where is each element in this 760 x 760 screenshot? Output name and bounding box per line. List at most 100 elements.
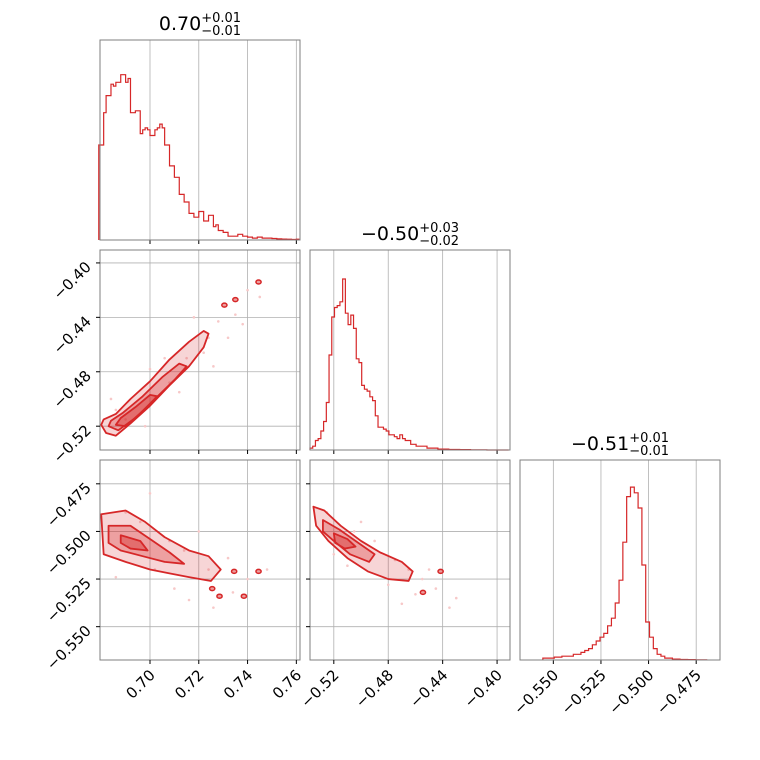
sample-point [197,530,201,533]
title-lower-error: −0.01 [629,444,669,459]
title-upper-error: +0.01 [629,431,669,446]
x-tick-label: −0.500 [605,666,657,718]
panel-frame [519,459,721,661]
sample-point [138,520,142,524]
scatter-panel-3 [306,459,511,664]
contour-level-3 [114,393,159,428]
histogram-panel-1: 0.70+0.01 −0.01 [98,11,301,244]
sample-point [212,606,215,609]
y-tick-label: −0.40 [50,258,95,303]
parameter-title-3: −0.51+0.01 −0.01 [571,431,669,459]
title-value: −0.51 [571,433,629,455]
title-value: 0.70 [159,13,201,35]
scatter-panel-2 [96,459,301,664]
x-tick-label: 0.70 [122,666,158,702]
y-tick-label: −0.525 [43,574,95,626]
histogram-panel-2: −0.50+0.03 −0.02 [309,221,511,454]
parameter-title-1: 0.70+0.01 −0.01 [159,11,241,39]
sample-point [143,424,147,428]
sample-point [182,549,186,552]
sample-point [148,492,152,495]
scatter-panel-1 [96,249,301,454]
contour-island [208,585,216,592]
x-tick-label: −0.40 [461,666,506,711]
contour-island [221,302,228,308]
contour-island [437,568,444,575]
sample-point [163,356,166,360]
panel-frame [99,39,301,241]
sample-point [454,596,458,600]
sample-point [212,365,215,368]
sample-point [427,568,431,571]
sample-point [173,587,176,590]
y-tick-label: −0.500 [43,527,95,579]
sample-point [207,568,210,571]
sample-point [332,552,336,556]
panel-frame [99,459,301,661]
sample-point [216,320,220,323]
contour-island [255,279,262,285]
x-tick-label: 0.74 [220,666,256,702]
sample-point [185,356,188,360]
panel-content [310,460,510,660]
sample-point [400,602,404,606]
sample-point [241,322,244,326]
sample-point [414,592,417,596]
contour-level-3 [119,534,149,552]
title-lower-error: −0.02 [419,234,459,249]
contour-island [255,568,262,575]
title-lower-error: −0.01 [201,24,241,39]
x-tick-label: −0.48 [352,666,397,711]
sample-point [258,295,262,299]
sample-point [124,418,127,421]
sample-point [346,564,349,568]
y-tick-label: −0.44 [50,312,95,357]
sample-point [359,520,363,524]
y-tick-label: −0.550 [43,622,95,674]
sample-point [192,316,196,319]
sample-point [434,587,438,590]
contour-island [230,568,238,575]
x-tick-label: −0.52 [297,666,342,711]
panel-content [100,460,300,660]
contour-island [419,589,427,596]
sample-point [226,336,230,340]
sample-point [234,313,237,316]
y-tick-label: −0.475 [43,479,95,531]
sample-point [448,606,451,609]
sample-point [386,583,390,587]
contour-island [240,593,248,599]
contour-level-3 [332,532,357,550]
sample-point [373,539,376,543]
histogram-line [309,278,509,451]
contour-island [232,296,239,303]
sample-point [187,598,191,602]
x-tick-label: 0.72 [171,666,207,702]
sample-point [226,556,230,560]
x-tick-label: −0.525 [558,666,610,718]
y-tick-label: −0.48 [50,367,95,412]
sample-point [114,408,118,412]
contour-island [216,593,223,599]
panel-content [100,250,300,450]
sample-point [114,575,118,579]
histogram-line [542,486,708,661]
parameter-title-2: −0.50+0.03 −0.02 [361,221,459,249]
panel-frame [99,249,301,451]
contour-level-1 [312,505,414,582]
sample-point [265,568,269,571]
contour-level-2 [107,524,186,565]
x-tick-label: −0.550 [510,666,562,718]
sample-point [352,530,356,533]
sample-point [148,367,152,371]
y-tick-label: −0.52 [50,421,95,466]
sample-point [231,591,235,594]
sample-point [109,397,113,401]
panel-frame [309,459,511,661]
sample-point [177,390,181,394]
x-tick-label: −0.44 [406,666,451,711]
sample-point [202,351,205,355]
title-upper-error: +0.03 [419,221,459,236]
sample-point [246,288,249,292]
